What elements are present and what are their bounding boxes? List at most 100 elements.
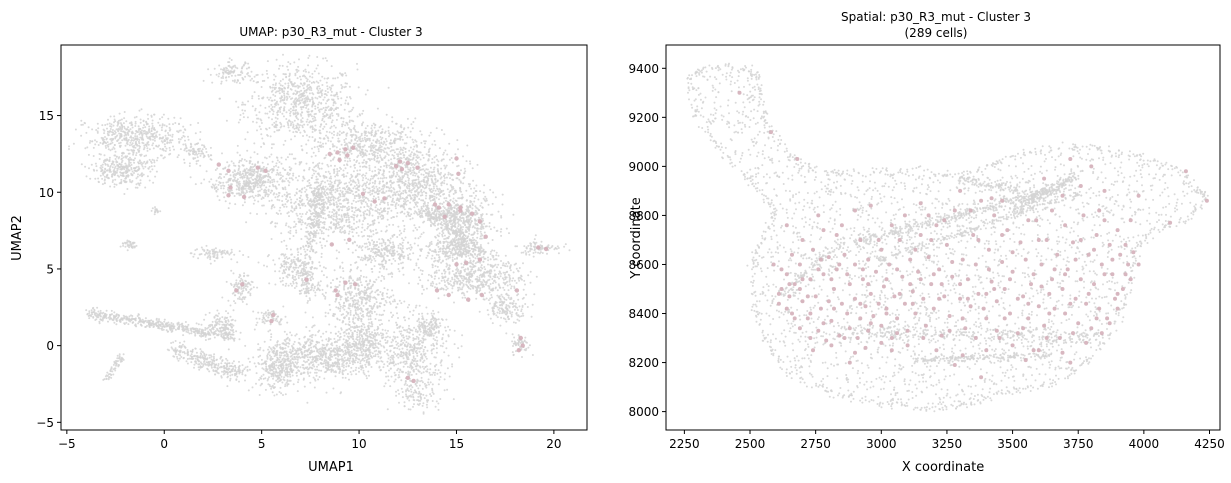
background-point: [342, 230, 345, 233]
background-point: [372, 233, 375, 236]
background-point: [131, 126, 134, 129]
background-point: [238, 161, 241, 164]
background-point: [383, 141, 386, 144]
background-point: [311, 262, 314, 265]
background-point: [418, 171, 420, 174]
background-point: [320, 167, 323, 170]
background-point: [309, 184, 312, 187]
background-point: [429, 131, 432, 134]
background-point: [275, 164, 277, 167]
background-point: [377, 161, 380, 164]
background-point: [332, 199, 335, 202]
background-point: [91, 140, 94, 143]
background-point: [196, 156, 199, 159]
background-point: [301, 219, 303, 222]
background-point: [374, 179, 377, 182]
background-point: [169, 139, 172, 142]
background-point: [308, 255, 311, 258]
background-point: [109, 142, 112, 145]
background-point: [220, 82, 223, 85]
background-point: [371, 181, 374, 184]
background-point: [381, 191, 384, 194]
background-point: [249, 180, 252, 183]
background-point: [416, 157, 419, 159]
background-point: [426, 182, 429, 185]
background-point: [276, 159, 279, 162]
background-point: [326, 59, 328, 62]
background-point: [257, 117, 260, 120]
background-point: [287, 267, 290, 270]
background-point: [391, 203, 394, 206]
background-point: [242, 174, 245, 177]
background-point: [288, 172, 291, 175]
background-point: [322, 57, 325, 60]
background-point: [341, 123, 344, 126]
background-point: [274, 84, 277, 86]
background-point: [417, 182, 420, 185]
background-point: [332, 102, 335, 104]
background-point: [436, 193, 439, 195]
background-point: [409, 189, 411, 192]
background-point: [104, 145, 107, 147]
background-point: [407, 171, 410, 174]
background-point: [391, 120, 394, 123]
background-point: [268, 282, 271, 285]
background-point: [409, 130, 412, 133]
background-point: [269, 222, 272, 225]
background-point: [330, 132, 333, 135]
background-point: [359, 169, 361, 172]
background-point: [286, 171, 289, 174]
background-point: [457, 164, 460, 167]
background-point: [151, 125, 154, 127]
background-point: [383, 208, 386, 211]
background-point: [341, 227, 343, 230]
background-point: [343, 238, 346, 241]
background-point: [216, 167, 219, 170]
background-point: [342, 117, 345, 120]
background-point: [322, 127, 325, 130]
background-point: [307, 57, 310, 59]
background-point: [126, 155, 129, 158]
background-point: [220, 185, 223, 187]
background-point: [308, 166, 311, 169]
background-point: [428, 147, 431, 150]
background-point: [304, 100, 307, 102]
background-point: [412, 179, 415, 182]
background-point: [370, 175, 373, 178]
background-point: [345, 121, 348, 124]
background-point: [432, 168, 435, 171]
background-point: [341, 125, 344, 128]
background-point: [291, 121, 294, 124]
background-point: [422, 168, 425, 171]
background-point: [332, 158, 334, 161]
background-point: [371, 214, 374, 217]
background-point: [259, 128, 262, 131]
background-point: [135, 154, 138, 157]
background-point: [321, 75, 324, 78]
background-point: [413, 145, 416, 148]
background-point: [450, 157, 453, 159]
background-point: [168, 141, 171, 144]
background-point: [145, 123, 148, 126]
background-point: [393, 133, 396, 136]
background-point: [410, 123, 413, 126]
background-point: [273, 99, 276, 102]
background-point: [352, 213, 355, 216]
background-point: [392, 172, 395, 175]
background-point: [104, 124, 107, 126]
background-point: [489, 188, 492, 191]
background-point: [109, 128, 112, 130]
background-point: [233, 69, 236, 72]
background-point: [309, 274, 312, 277]
background-point: [385, 190, 388, 193]
background-point: [165, 125, 168, 128]
background-point: [147, 129, 150, 132]
background-point: [153, 161, 156, 164]
background-point: [278, 209, 281, 212]
background-point: [139, 121, 142, 124]
background-point: [428, 154, 431, 156]
background-point: [239, 154, 241, 157]
background-point: [401, 197, 404, 200]
background-point: [318, 173, 320, 176]
